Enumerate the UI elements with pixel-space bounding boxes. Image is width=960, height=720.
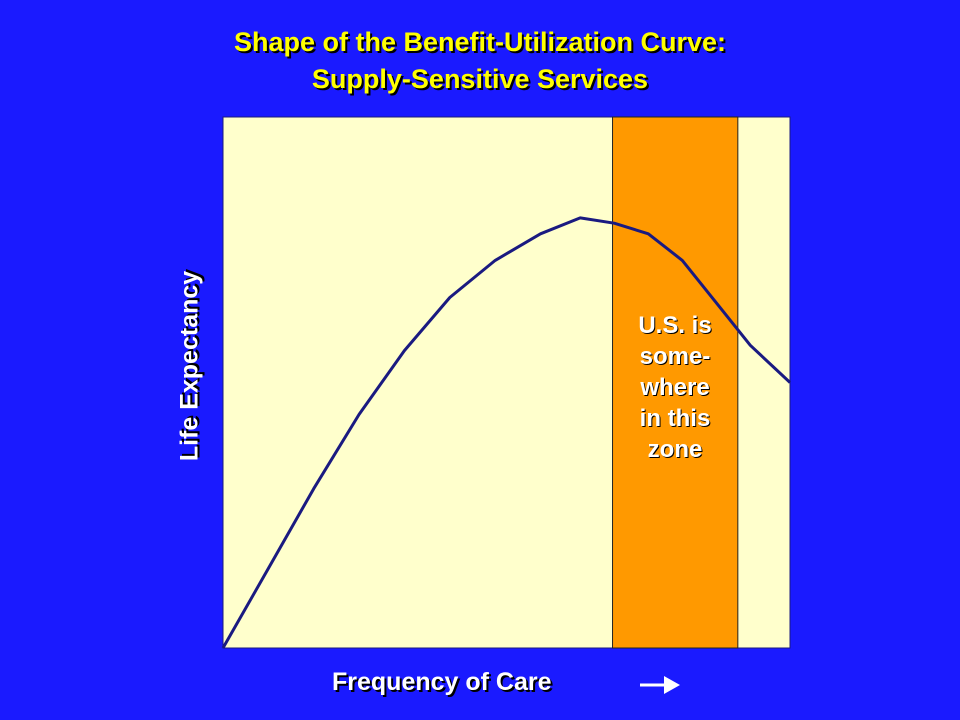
benefit-curve-line	[221, 216, 792, 649]
right-arrow-icon	[640, 676, 680, 694]
zone-label-line-4: in this	[639, 405, 711, 432]
chart-title-line-1: Shape of the Benefit-Utilization Curve:	[233, 27, 727, 57]
y-axis-label: Life Expectancy	[175, 270, 204, 462]
x-axis-label: Frequency of Care	[332, 668, 552, 696]
zone-label-line-1: U.S. is	[638, 312, 712, 339]
zone-label-line-2: some-	[639, 343, 711, 370]
zone-label-line-3: where	[640, 374, 710, 401]
zone-label-line-5: zone	[647, 436, 703, 463]
chart-title: Shape of the Benefit-Utilization Curve: …	[0, 24, 960, 98]
us-zone-band	[612, 116, 739, 649]
zone-label: U.S. is some- where in this zone	[612, 310, 738, 465]
chart-title-line-2: Supply-Sensitive Services	[311, 64, 649, 94]
